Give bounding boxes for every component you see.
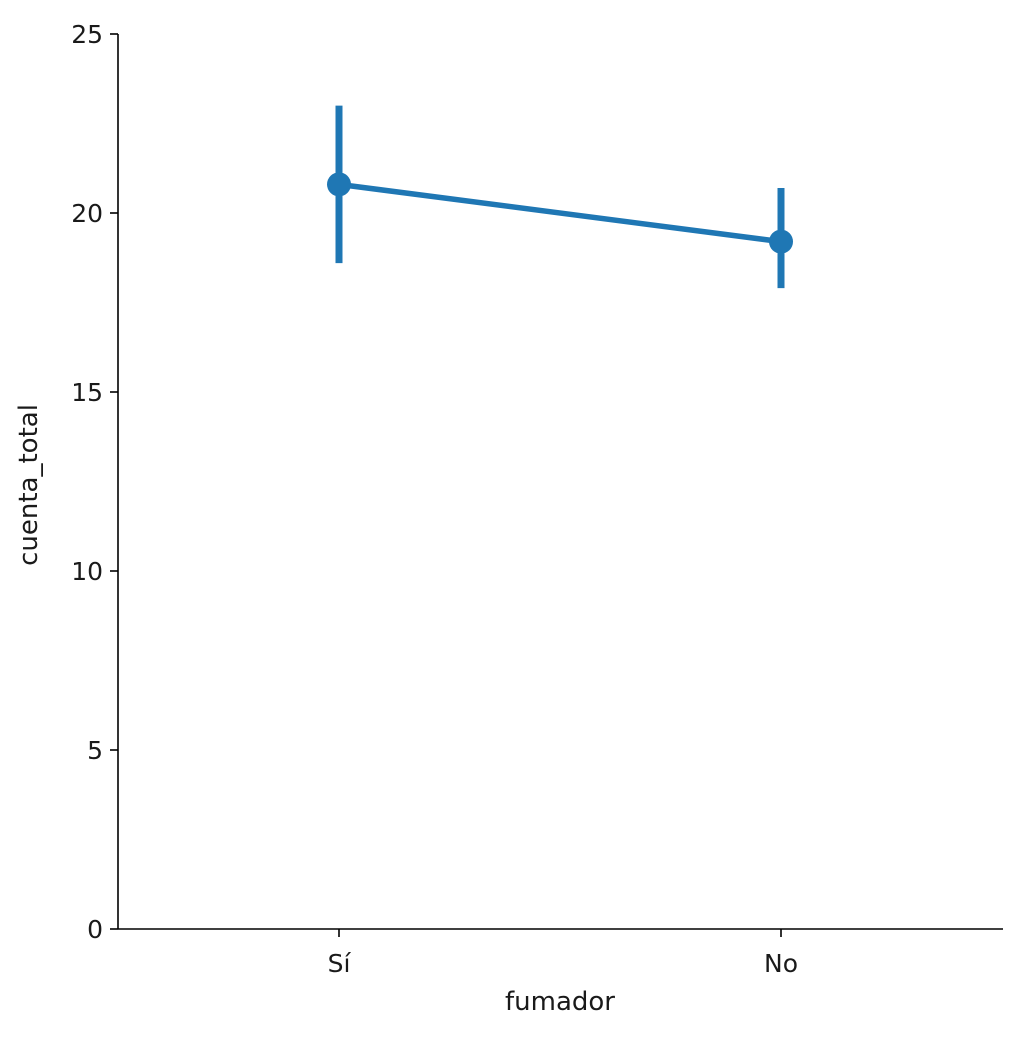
data-point xyxy=(327,172,351,197)
data-point xyxy=(769,229,793,254)
y-ticks: 0 5 10 15 20 25 xyxy=(71,20,118,944)
x-tick-label: Sí xyxy=(328,949,352,978)
axes xyxy=(117,34,1003,930)
series-line xyxy=(336,181,784,245)
y-tick-label: 0 xyxy=(87,915,103,944)
y-tick-label: 15 xyxy=(71,378,103,407)
y-axis-title: cuenta_total xyxy=(14,404,44,566)
x-ticks: Sí No xyxy=(328,929,798,978)
x-tick-label: No xyxy=(764,949,798,978)
y-tick-label: 10 xyxy=(71,557,103,586)
series xyxy=(327,172,793,254)
y-tick-label: 20 xyxy=(71,199,103,228)
x-axis-title: fumador xyxy=(505,987,615,1017)
y-tick-label: 5 xyxy=(87,736,103,765)
error-bars xyxy=(335,105,785,289)
y-tick-label: 25 xyxy=(71,20,103,49)
